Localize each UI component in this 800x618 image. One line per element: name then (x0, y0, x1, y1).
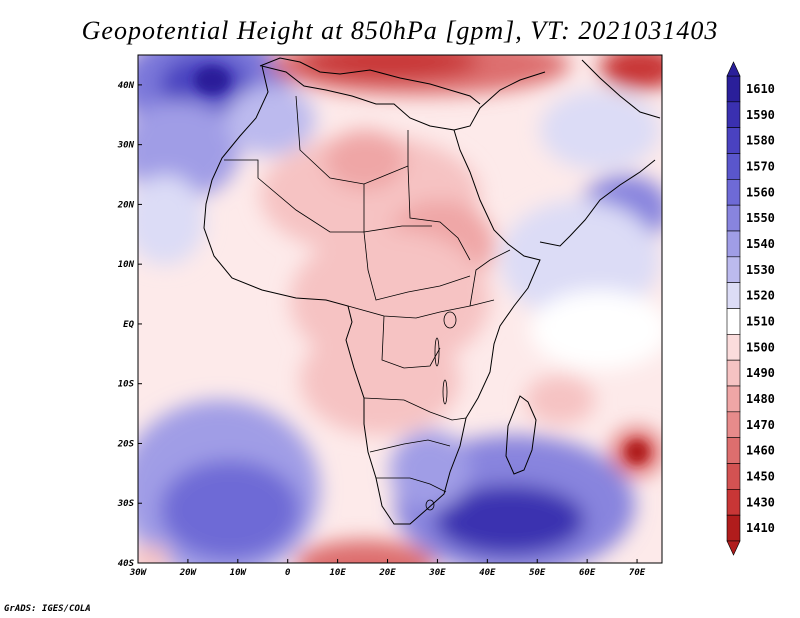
lat-tick-label: 20N (117, 200, 135, 210)
colorbar-swatch (726, 385, 741, 413)
colorbar-label: 1540 (746, 237, 775, 251)
country-borders (224, 95, 511, 493)
colorbar-label: 1610 (746, 82, 775, 96)
lat-tick-label: 20S (117, 439, 135, 449)
colorbar-swatch (726, 179, 741, 206)
lat-tick-label: EQ (123, 320, 134, 330)
colorbar-label: 1450 (746, 469, 775, 483)
colorbar-swatch (726, 334, 741, 361)
lon-tick-label: 30E (428, 568, 446, 578)
colorbar-swatch (726, 411, 741, 438)
lon-tick-label: 10E (329, 568, 346, 578)
height-field (138, 55, 662, 563)
colorbar-swatch (726, 75, 741, 103)
colorbar-bottom-arrow (726, 540, 741, 556)
colorbar-label: 1470 (746, 418, 775, 432)
longitude-axis: 30W 20W 10W 0 10E 20E 30E 40E 50E 60E 70E (129, 559, 646, 578)
lon-tick-label: 30W (129, 568, 148, 578)
latitude-axis: 40N 30N 20N 10N EQ 10S 20S 30S 40S (117, 81, 142, 569)
colorbar-label: 1520 (746, 289, 775, 303)
lon-tick-label: 20W (179, 568, 198, 578)
colorbar-swatch (726, 101, 741, 128)
colorbar-swatch (726, 230, 741, 258)
coastlines (203, 57, 661, 525)
colorbar-label: 1510 (746, 314, 775, 328)
colorbar-label: 1460 (746, 444, 775, 458)
colorbar-label: 1580 (746, 134, 775, 148)
lat-tick-label: 40N (118, 81, 135, 91)
colorbar-swatch (726, 153, 741, 180)
colorbar-label: 1410 (746, 521, 775, 535)
colorbar-swatch (726, 514, 741, 542)
colorbar-label: 1590 (746, 108, 775, 122)
lon-tick-label: 10W (230, 568, 248, 578)
colorbar-label: 1500 (746, 340, 775, 354)
colorbar-label: 1530 (746, 263, 775, 277)
lat-tick-label: 10N (118, 260, 135, 270)
map-title: Geopotential Height at 850hPa [gpm], VT:… (81, 16, 719, 45)
lon-tick-label: 0 (285, 568, 291, 578)
colorbar-label: 1480 (746, 392, 775, 406)
colorbar-label: 1560 (746, 185, 775, 199)
lon-tick-label: 70E (629, 568, 646, 578)
colorbar-swatch (726, 127, 741, 154)
lat-tick-label: 30S (117, 499, 135, 509)
grads-credit: GrADS: IGES/COLA (4, 604, 91, 614)
lat-tick-label: 40S (118, 559, 135, 569)
lon-tick-label: 50E (529, 568, 546, 578)
lat-tick-label: 10S (118, 380, 135, 390)
lon-tick-label: 60E (579, 568, 596, 578)
lon-tick-label: 40E (479, 568, 496, 578)
colorbar-swatch (726, 308, 741, 335)
colorbar-swatch (726, 282, 741, 309)
lakes (425, 311, 457, 511)
map-frame (137, 54, 663, 564)
colorbar-label: 1550 (746, 211, 775, 225)
colorbar-swatch (726, 437, 741, 464)
colorbar-label: 1430 (746, 495, 775, 509)
colorbar-label: 1490 (746, 366, 775, 380)
colorbar: 1610 1590 1580 1570 1560 1550 1540 1530 1520 1510… (726, 61, 775, 556)
lon-tick-label: 20E (378, 568, 396, 578)
colorbar-swatch (726, 463, 741, 490)
colorbar-top-arrow (726, 61, 741, 77)
colorbar-swatch (726, 359, 741, 387)
colorbar-label: 1570 (746, 159, 775, 173)
lat-tick-label: 30N (117, 141, 135, 151)
colorbar-swatch (726, 204, 741, 232)
colorbar-swatch (726, 489, 741, 516)
colorbar-swatch (726, 256, 741, 283)
